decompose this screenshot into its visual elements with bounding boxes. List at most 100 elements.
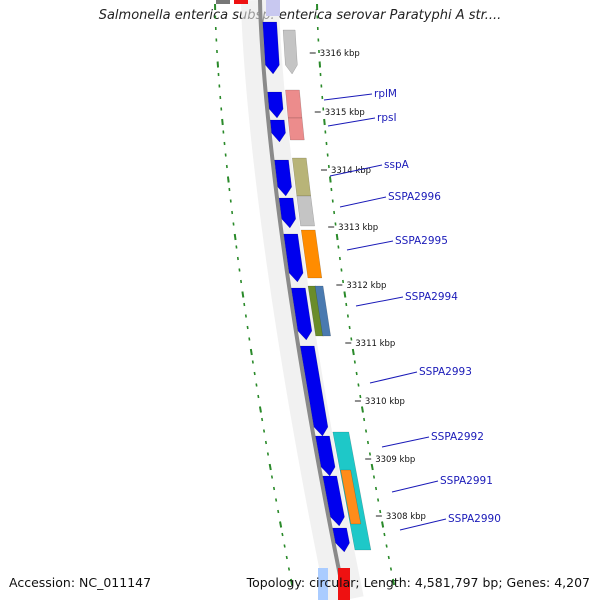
inner-dot <box>221 118 224 126</box>
outer-dot <box>370 463 374 471</box>
kbp-tick-label: 3309 kbp <box>375 455 415 465</box>
gene-label-SSPA2992: SSPA2992 <box>431 431 484 443</box>
outer-dot <box>363 417 366 422</box>
inner-dot <box>279 521 283 528</box>
outer-dot <box>372 475 376 479</box>
gene-leader-line <box>391 480 439 493</box>
cds-arrow-1 <box>262 21 280 75</box>
outer-dot <box>359 394 362 399</box>
gene-top-fragment-red <box>234 0 248 4</box>
inner-dot <box>249 348 253 356</box>
gene-label-SSPA2991: SSPA2991 <box>440 475 493 487</box>
gc-dotted-tracks <box>214 3 396 586</box>
outer-dot <box>383 532 386 537</box>
gene-top-fragment-gray <box>216 0 230 4</box>
outer-dot <box>364 429 368 433</box>
outer-dot <box>323 118 326 126</box>
gene-bottom-fragment-2 <box>338 568 350 600</box>
gene-leader-line <box>327 117 376 127</box>
gene-block-rpsI <box>287 117 305 141</box>
outer-dot <box>360 406 364 413</box>
gene-block-SSPA2991 <box>340 469 362 525</box>
gene-leader-line <box>329 164 383 177</box>
kbp-tick-labels: 3316 kbp 3315 kbp 3314 kbp 3313 kbp 3312 kbp… <box>309 49 426 522</box>
inner-dot <box>261 417 264 422</box>
gene-label-sspA: sspA <box>384 159 410 171</box>
genome-stats-label: Topology: circular; Length: 4,581,797 bp… <box>246 575 590 590</box>
outer-dot <box>357 383 360 387</box>
inner-dot <box>285 555 288 560</box>
gene-label-SSPA2993: SSPA2993 <box>419 366 472 378</box>
gene-label-SSPA2994: SSPA2994 <box>405 291 458 303</box>
inner-dot <box>275 498 278 502</box>
inner-dot <box>266 452 270 456</box>
cds-arrow-2 <box>267 91 284 119</box>
gene-leader-line <box>346 240 394 251</box>
gene-block-top-gray <box>282 29 298 75</box>
backbone-line <box>258 0 347 600</box>
kbp-tick-label: 3315 kbp <box>325 108 365 118</box>
outer-dot <box>328 176 332 183</box>
gene-block-SSPA2994-b <box>314 285 331 337</box>
cds-arrow-10 <box>322 475 345 527</box>
outer-dot <box>379 509 382 514</box>
outer-dot <box>389 567 393 571</box>
cds-arrow-8 <box>299 345 329 437</box>
gene-label-SSPA2995: SSPA2995 <box>395 235 448 247</box>
cds-arrow-4 <box>274 159 292 197</box>
inner-dot <box>226 176 230 183</box>
kbp-tick-label: 3316 kbp <box>320 49 360 59</box>
inner-dot <box>277 509 280 514</box>
kbp-tick-label: 3308 kbp <box>386 512 426 522</box>
gene-labels: rplM rpsI sspA SSPA2996 SSPA2995 SSPA2994 SSPA… <box>323 88 501 531</box>
accession-label: Accession: NC_011147 <box>9 575 152 590</box>
genome-backbone <box>241 0 364 600</box>
gene-label-rpsI: rpsI <box>377 112 397 124</box>
outer-dot <box>377 498 380 502</box>
gene-block-SSPA2995 <box>300 229 323 279</box>
cds-arrow-11 <box>332 527 350 553</box>
inner-dot <box>257 394 260 399</box>
outer-dot <box>385 544 388 548</box>
gene-leader-line <box>399 518 447 531</box>
cds-arrow-7 <box>291 287 313 341</box>
gene-leader-line <box>369 371 418 384</box>
inner-dot <box>255 383 258 387</box>
cds-arrow-5 <box>278 197 296 229</box>
gene-leader-line <box>323 93 373 101</box>
kbp-tick-label: 3311 kbp <box>355 339 395 349</box>
outer-dot <box>366 440 370 445</box>
gene-block-rplM <box>285 89 303 119</box>
inner-dot <box>268 463 272 471</box>
map-title: Salmonella enterica subsp. enterica sero… <box>98 8 502 23</box>
cds-arrow-9 <box>315 435 336 477</box>
inner-dot <box>262 429 266 433</box>
cds-arrow-3 <box>269 119 286 143</box>
inner-dot <box>241 291 245 298</box>
inner-dot <box>233 233 237 241</box>
gene-label-rplM: rplM <box>374 88 397 100</box>
inner-dot <box>281 532 284 537</box>
gene-label-SSPA2990: SSPA2990 <box>448 513 501 525</box>
outer-dot <box>391 578 396 586</box>
kbp-tick-label: 3313 kbp <box>338 223 378 233</box>
outer-dot <box>387 555 390 560</box>
cds-arrow-6 <box>283 233 304 283</box>
outer-dot <box>381 521 385 528</box>
inner-dot <box>270 475 274 479</box>
inner-dot <box>283 544 286 548</box>
gene-blocks <box>216 0 372 600</box>
gene-block-SSPA2996 <box>296 195 315 227</box>
outer-dot <box>351 348 355 356</box>
outer-dot <box>343 291 347 298</box>
gene-leader-line <box>355 296 404 307</box>
inner-dot <box>264 440 268 445</box>
kbp-tick-label: 3312 kbp <box>346 281 386 291</box>
inner-dot <box>272 486 276 491</box>
gene-leader-line <box>339 196 387 208</box>
inner-dot <box>287 567 291 571</box>
outer-dot <box>368 452 372 456</box>
cds-top-fragment <box>266 0 280 16</box>
inner-dot <box>289 578 294 586</box>
